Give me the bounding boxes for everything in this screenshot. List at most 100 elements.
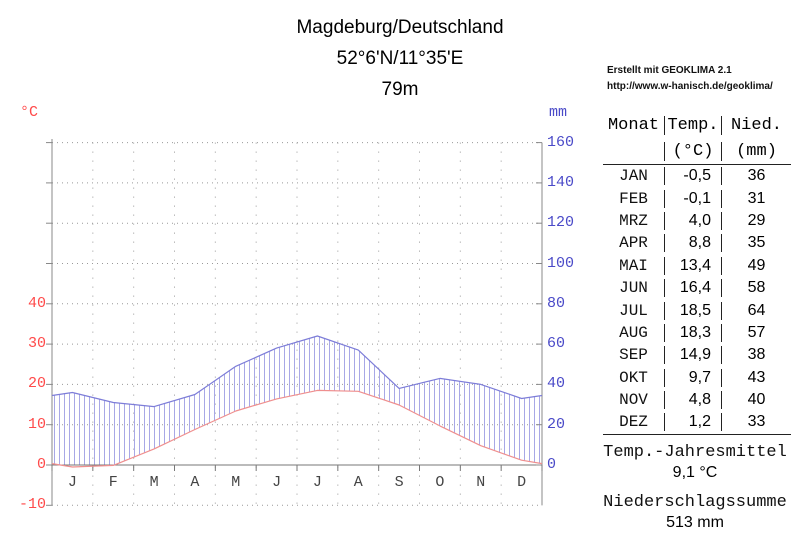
table-cell-month: MAI <box>619 256 648 275</box>
month-label: D <box>517 474 527 491</box>
month-label: A <box>353 474 363 491</box>
table-cell-nied: 57 <box>721 323 791 342</box>
table-row: APR 8,8 35 <box>603 232 791 254</box>
table-row: JUN 16,4 58 <box>603 277 791 299</box>
station-elevation: 79m <box>381 79 419 100</box>
credit-line1: Erstellt mit GEOKLIMA 2.1 <box>607 65 732 76</box>
table-cell-temp: 1,2 <box>664 413 721 432</box>
temp-tick-label: 10 <box>27 415 46 433</box>
month-label: J <box>272 474 282 491</box>
precip-sum-label: Niederschlagssumme <box>603 493 787 512</box>
month-label: O <box>435 474 445 491</box>
table-header-nied-unit: (mm) <box>721 141 791 161</box>
table-cell-nied: 40 <box>721 391 791 410</box>
temp-tick-label: 0 <box>36 456 46 473</box>
table-cell-month: JAN <box>619 167 648 186</box>
table-cell-temp: 13,4 <box>664 256 721 275</box>
temp-axis-title: °C <box>20 104 39 121</box>
table-header: Monat Temp. Nied. (°C) (mm) <box>603 112 791 165</box>
table-row: DEZ 1,2 33 <box>603 411 791 433</box>
table-cell-month: JUN <box>619 279 648 298</box>
table-cell-temp: 4,8 <box>664 391 721 410</box>
temp-tick-label: 30 <box>27 335 46 353</box>
precip-tick-label: 140 <box>547 173 575 191</box>
precip-tick-label: 0 <box>547 456 557 473</box>
table-row: AUG 18,3 57 <box>603 322 791 344</box>
table-cell-temp: 14,9 <box>664 346 721 365</box>
month-label: N <box>476 474 486 491</box>
month-label: F <box>108 474 118 491</box>
precip-tick-label: 40 <box>547 375 566 393</box>
month-label: S <box>394 474 404 491</box>
table-row: JAN -0,5 36 <box>603 165 791 187</box>
table-cell-nied: 64 <box>721 301 791 320</box>
month-label: J <box>67 474 77 491</box>
temp-tick-label: 20 <box>27 375 46 393</box>
month-label: J <box>312 474 322 491</box>
table-cell-month: NOV <box>619 391 648 410</box>
table-cell-nied: 38 <box>721 346 791 365</box>
table-cell-month: JUL <box>619 301 648 320</box>
table-header-nied: Nied. <box>721 115 791 135</box>
month-label: M <box>231 474 241 491</box>
climate-data-table: Monat Temp. Nied. (°C) (mm) JAN -0,5 36 FEB… <box>603 112 791 435</box>
table-cell-temp: 4,0 <box>664 211 721 230</box>
table-cell-month: DEZ <box>619 413 648 432</box>
table-cell-nied: 58 <box>721 279 791 298</box>
table-row: JUL 18,5 64 <box>603 299 791 321</box>
summary-block: Temp.-Jahresmittel 9,1 °C Niederschlagss… <box>595 443 795 543</box>
credit: Erstellt mit GEOKLIMA 2.1 http://www.w-h… <box>607 63 773 95</box>
table-cell-nied: 35 <box>721 234 791 253</box>
table-row: SEP 14,9 38 <box>603 344 791 366</box>
table-header-temp: Temp. <box>664 115 721 135</box>
table-cell-temp: 18,3 <box>664 323 721 342</box>
temp-tick-label: 40 <box>27 294 46 312</box>
table-row: FEB -0,1 31 <box>603 187 791 209</box>
table-cell-temp: 18,5 <box>664 301 721 320</box>
precip-tick-label: 120 <box>547 214 575 232</box>
table-cell-month: APR <box>619 234 648 253</box>
precip-tick-label: 20 <box>547 415 566 433</box>
chart-header: Magdeburg/Deutschland 52°6'N/11°35'E 79m <box>150 12 650 105</box>
temp-mean-value: 9,1 °C <box>672 464 718 481</box>
precipitation-curve <box>51 335 543 408</box>
table-cell-nied: 31 <box>721 189 791 208</box>
table-cell-temp: 16,4 <box>664 279 721 298</box>
table-cell-nied: 43 <box>721 368 791 387</box>
table-cell-month: OKT <box>619 368 648 387</box>
table-cell-nied: 49 <box>721 256 791 275</box>
table-cell-month: FEB <box>619 189 648 208</box>
credit-line2: http://www.w-hanisch.de/geoklima/ <box>607 81 773 92</box>
table-cell-month: SEP <box>619 346 648 365</box>
month-label: M <box>149 474 159 491</box>
station-coordinates: 52°6'N/11°35'E <box>336 48 464 69</box>
table-row: OKT 9,7 43 <box>603 367 791 389</box>
table-body: JAN -0,5 36 FEB -0,1 31 MRZ 4,0 29 APR 8,8 35 MAI 13,… <box>603 165 791 435</box>
table-cell-nied: 29 <box>721 211 791 230</box>
precip-tick-label: 60 <box>547 335 566 353</box>
precip-tick-label: 160 <box>547 133 575 151</box>
temp-mean-label: Temp.-Jahresmittel <box>603 443 787 462</box>
month-label: A <box>190 474 200 491</box>
precip-sum-value: 513 mm <box>666 514 724 531</box>
table-cell-nied: 36 <box>721 167 791 186</box>
precip-tick-label: 80 <box>547 294 566 312</box>
station-title: Magdeburg/Deutschland <box>296 17 504 38</box>
temp-tick-label: -10 <box>18 496 46 514</box>
table-cell-temp: -0,1 <box>664 189 721 208</box>
table-cell-temp: 9,7 <box>664 368 721 387</box>
table-row: MAI 13,4 49 <box>603 255 791 277</box>
table-cell-temp: 8,8 <box>664 234 721 253</box>
table-cell-nied: 33 <box>721 413 791 432</box>
precip-axis-title: mm <box>549 104 568 121</box>
table-row: MRZ 4,0 29 <box>603 210 791 232</box>
table-header-month: Monat <box>607 115 659 135</box>
temperature-curve <box>51 389 543 468</box>
table-header-temp-unit: (°C) <box>664 141 721 161</box>
precip-tick-label: 100 <box>547 254 575 272</box>
table-cell-month: AUG <box>619 323 648 342</box>
table-cell-month: MRZ <box>619 211 648 230</box>
table-cell-temp: -0,5 <box>664 167 721 186</box>
